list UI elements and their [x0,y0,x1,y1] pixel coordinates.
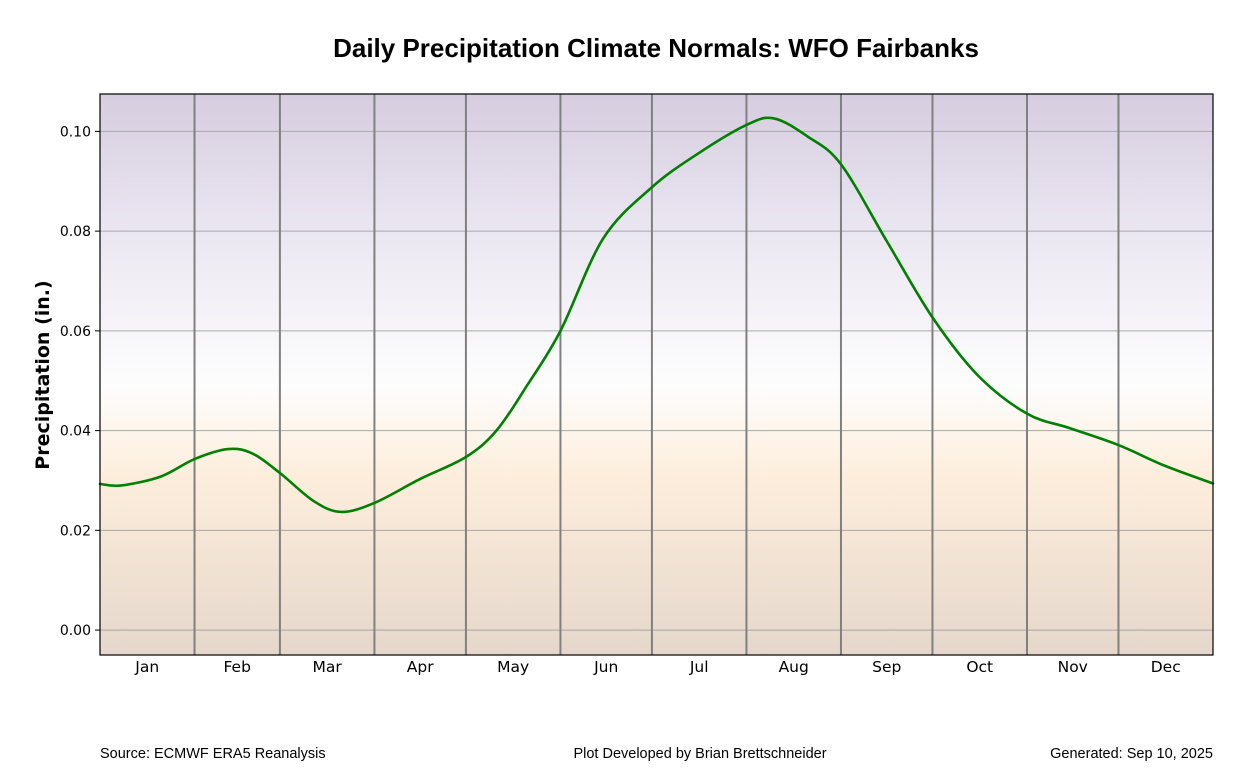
author-credit: Plot Developed by Brian Brettschneider [0,746,1250,762]
chart-title: Daily Precipitation Climate Normals: WFO… [333,33,979,63]
x-tick-label-jan: Jan [134,658,159,676]
plot-frame [99,93,1214,656]
source-credit: Source: ECMWF ERA5 Reanalysis [100,746,326,762]
y-tick-label: 0.00 [60,623,91,639]
x-tick-label-oct: Oct [966,658,993,676]
x-axis-ticks: Jan Feb Mar Apr May Jun Jul Aug Sep Oct Nov Dec [134,658,1180,676]
author-credit-text: Plot Developed by Brian Brettschneider [573,746,827,762]
y-tick-label: 0.02 [60,523,91,539]
x-tick-label-jun: Jun [593,658,618,676]
x-tick-label-mar: Mar [313,658,343,676]
y-axis-label: Precipitation (in.) [32,280,54,469]
x-tick-label-nov: Nov [1058,658,1088,676]
y-tick-label: 0.06 [60,324,91,340]
y-tick-label: 0.04 [60,424,91,440]
y-tick-label: 0.08 [60,224,91,240]
generated-date: Generated: Sep 10, 2025 [1050,746,1213,762]
x-tick-label-aug: Aug [779,658,809,676]
x-tick-label-jul: Jul [689,658,709,676]
x-tick-label-may: May [497,658,529,676]
precipitation-series-line [98,116,1215,514]
x-tick-label-feb: Feb [223,658,250,676]
x-tick-label-dec: Dec [1151,658,1181,676]
plot-background [100,94,1213,655]
y-axis-ticks: 0.00 0.02 0.04 0.06 0.08 0.10 [60,124,100,639]
x-tick-label-sep: Sep [872,658,901,676]
y-tick-label: 0.10 [60,124,91,140]
x-tick-label-apr: Apr [407,658,434,676]
